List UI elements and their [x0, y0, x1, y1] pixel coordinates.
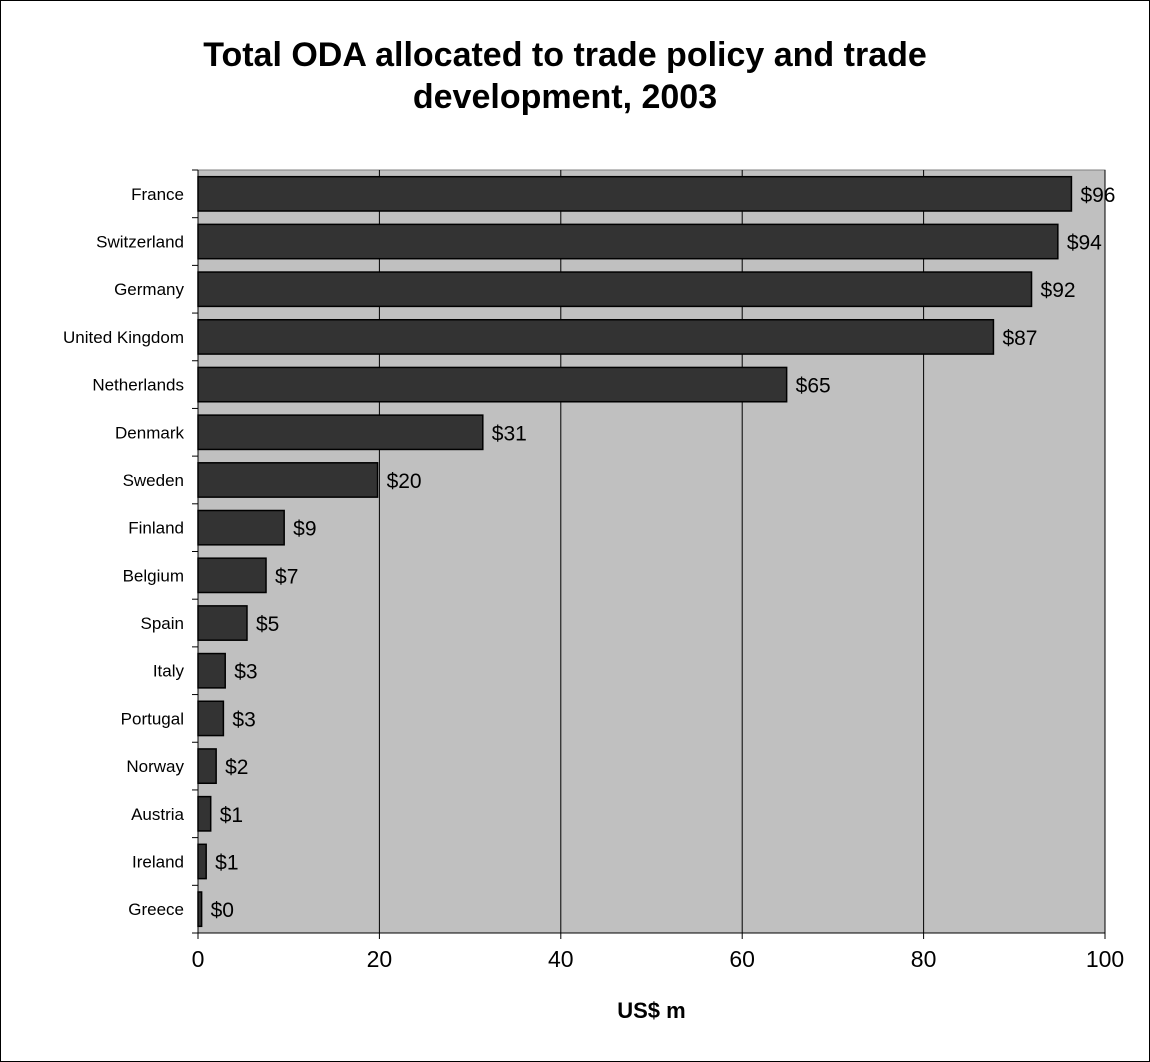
- data-label: $1: [220, 804, 243, 827]
- data-label: $5: [256, 613, 279, 636]
- category-label: Austria: [131, 805, 184, 824]
- x-tick-label: 20: [367, 946, 393, 972]
- data-label: $3: [234, 661, 257, 684]
- bar: [197, 509, 285, 546]
- data-label: $3: [232, 708, 255, 731]
- data-label: $96: [1080, 184, 1115, 207]
- category-label: Norway: [126, 757, 184, 776]
- bar: [197, 366, 788, 403]
- data-label: $1: [215, 851, 238, 874]
- data-label: $87: [1002, 327, 1037, 350]
- x-tick-label: 100: [1086, 946, 1124, 972]
- category-label: Switzerland: [96, 233, 184, 252]
- category-label: Greece: [128, 900, 184, 919]
- bar: [197, 700, 225, 737]
- bar: [197, 795, 212, 832]
- bar: [197, 557, 267, 594]
- bar: [197, 843, 207, 880]
- data-label: $0: [211, 899, 234, 922]
- category-label: Portugal: [121, 709, 184, 728]
- data-label: $92: [1041, 279, 1076, 302]
- category-label: Ireland: [132, 852, 184, 871]
- x-tick-label: 80: [911, 946, 937, 972]
- x-tick-label: 60: [729, 946, 755, 972]
- data-label: $2: [225, 756, 248, 779]
- data-label: $9: [293, 518, 316, 541]
- bar: [197, 414, 484, 451]
- x-tick-label: 40: [548, 946, 574, 972]
- labels: 0 20 40 60 80 100 France $96 Switzerland $94 Germa…: [63, 184, 1124, 972]
- bar: [197, 605, 248, 641]
- bar: [197, 318, 995, 355]
- category-label: Netherlands: [92, 376, 184, 395]
- bar: [197, 271, 1033, 308]
- category-label: Finland: [128, 519, 184, 538]
- category-label: Italy: [153, 662, 185, 681]
- category-label: Sweden: [123, 471, 184, 490]
- bar: [197, 462, 379, 498]
- category-label: Denmark: [115, 423, 184, 442]
- data-label: $7: [275, 565, 298, 588]
- bar: [197, 175, 1073, 212]
- data-label: $94: [1067, 232, 1102, 255]
- x-axis-title: US$ m: [617, 998, 685, 1023]
- x-tick-label: 0: [192, 946, 205, 972]
- category-label: Spain: [141, 614, 184, 633]
- chart-title: Total ODA allocated to trade policy and …: [203, 36, 927, 116]
- axes: [192, 169, 1106, 939]
- data-label: $20: [387, 470, 422, 493]
- category-label: Germany: [114, 280, 184, 299]
- category-label: United Kingdom: [63, 328, 184, 347]
- data-label: $31: [492, 422, 527, 445]
- bar: [197, 748, 217, 785]
- data-label: $65: [796, 375, 831, 398]
- bar: [197, 223, 1059, 260]
- category-label: Belgium: [123, 566, 184, 585]
- bar: [197, 891, 203, 928]
- category-label: France: [131, 185, 184, 204]
- bar: [197, 652, 226, 689]
